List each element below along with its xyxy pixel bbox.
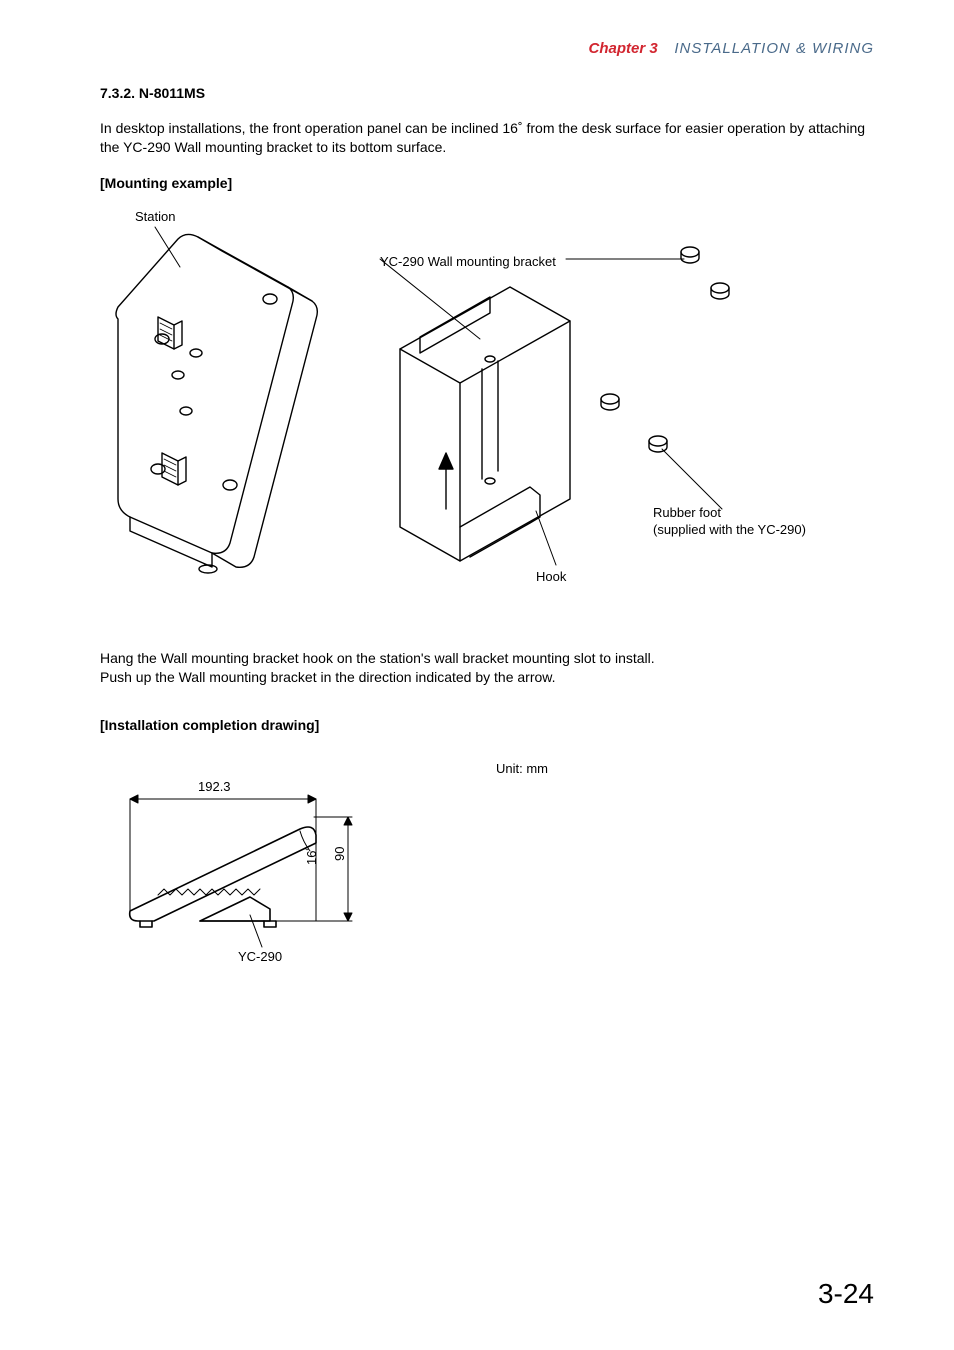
completion-drawing-heading: [Installation completion drawing] (100, 717, 874, 733)
label-rubber-foot-l2: (supplied with the YC-290) (653, 522, 806, 537)
section-number: 7.3.2. N-8011MS (100, 85, 874, 101)
completion-diagram-svg (100, 751, 580, 981)
page-number: 3-24 (818, 1278, 874, 1310)
unit-label: Unit: mm (496, 761, 548, 778)
intro-paragraph: In desktop installations, the front oper… (100, 119, 874, 157)
width-dim-label: 192.3 (198, 779, 231, 796)
label-station: Station (135, 209, 175, 226)
chapter-title: INSTALLATION & WIRING (674, 40, 874, 57)
mounting-example-diagram: Station YC-290 Wall mounting bracket Rub… (100, 209, 874, 629)
completion-drawing-diagram: Unit: mm 192.3 90 16˚ YC-290 (100, 751, 874, 981)
chapter-label: Chapter 3 (588, 40, 657, 57)
label-bracket: YC-290 Wall mounting bracket (380, 254, 556, 271)
chapter-spacer (662, 40, 670, 57)
mounting-instructions-l2: Push up the Wall mounting bracket in the… (100, 669, 556, 685)
label-rubber-foot-l1: Rubber foot (653, 505, 721, 520)
angle-dim-label: 16˚ (304, 846, 321, 865)
page-header: Chapter 3 INSTALLATION & WIRING (100, 40, 874, 57)
mounting-example-heading: [Mounting example] (100, 175, 874, 191)
mounting-instructions: Hang the Wall mounting bracket hook on t… (100, 649, 874, 687)
mounting-diagram-svg (100, 209, 880, 629)
part-label: YC-290 (238, 949, 282, 966)
label-hook: Hook (536, 569, 566, 586)
mounting-instructions-l1: Hang the Wall mounting bracket hook on t… (100, 650, 655, 666)
height-dim-label: 90 (332, 846, 349, 860)
label-rubber-foot: Rubber foot (supplied with the YC-290) (653, 505, 806, 539)
